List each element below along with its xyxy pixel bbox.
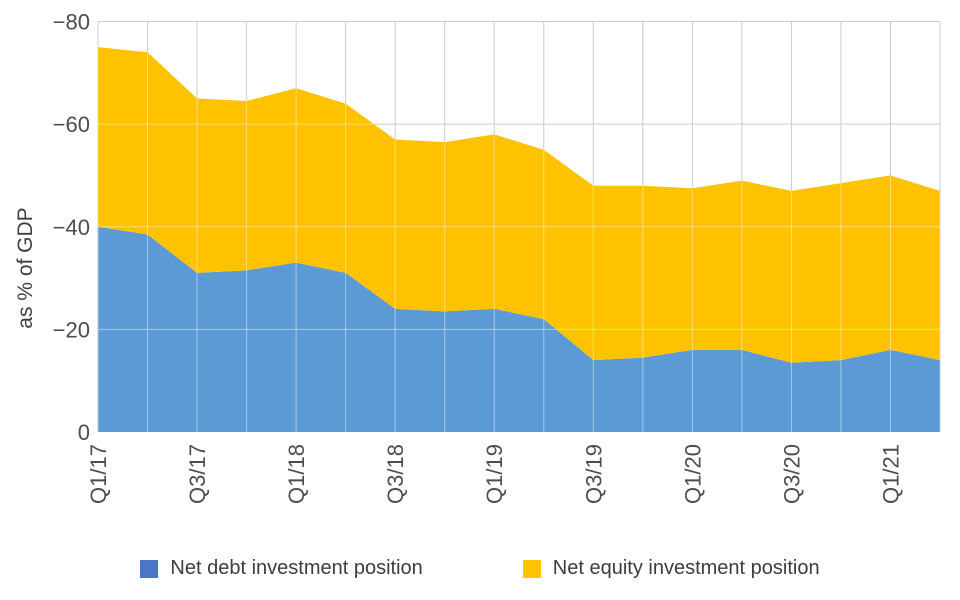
y-axis-title: as % of GDP <box>14 207 37 328</box>
legend-item-net-equity: Net equity investment position <box>522 557 820 580</box>
x-axis-tick-labels: Q1/17 Q3/17 Q1/18 Q3/18 Q1/19 Q3/19 Q1/20 Q3/20… <box>86 444 903 504</box>
y-tick-label: 0 <box>78 420 90 445</box>
area-net-equity <box>98 47 940 363</box>
net-equity-legend-label: Net equity investment position <box>552 557 820 579</box>
area-net-debt <box>98 226 940 432</box>
net-equity-legend-swatch <box>522 559 541 578</box>
x-tick-label: Q1/20 <box>680 444 705 504</box>
x-tick-label: Q1/21 <box>878 444 903 504</box>
x-tick-label: Q1/18 <box>284 444 309 504</box>
legend-item-net-debt: Net debt investment position <box>140 557 423 580</box>
x-tick-label: Q1/19 <box>482 444 507 504</box>
x-tick-label: Q3/17 <box>185 444 210 504</box>
stacked-area-chart: −80 −60 −40 −20 0Q1/17 Q3/17 Q1/18 Q3/18 Q1/19 Q3… <box>14 10 941 504</box>
y-tick-label: −60 <box>53 112 90 137</box>
y-tick-label: −80 <box>53 10 90 35</box>
y-tick-label: −40 <box>53 215 90 240</box>
x-tick-label: Q1/17 <box>86 444 111 504</box>
x-tick-label: Q3/20 <box>779 444 804 504</box>
x-tick-label: Q3/19 <box>581 444 606 504</box>
y-tick-label: −20 <box>53 317 90 342</box>
legend: Net debt investment position Net equity … <box>0 544 960 580</box>
net-debt-legend-label: Net debt investment position <box>170 557 423 579</box>
net-debt-legend-swatch <box>140 559 159 578</box>
x-tick-label: Q3/18 <box>383 444 408 504</box>
y-axis-tick-labels: −80 −60 −40 −20 0 <box>53 10 90 446</box>
